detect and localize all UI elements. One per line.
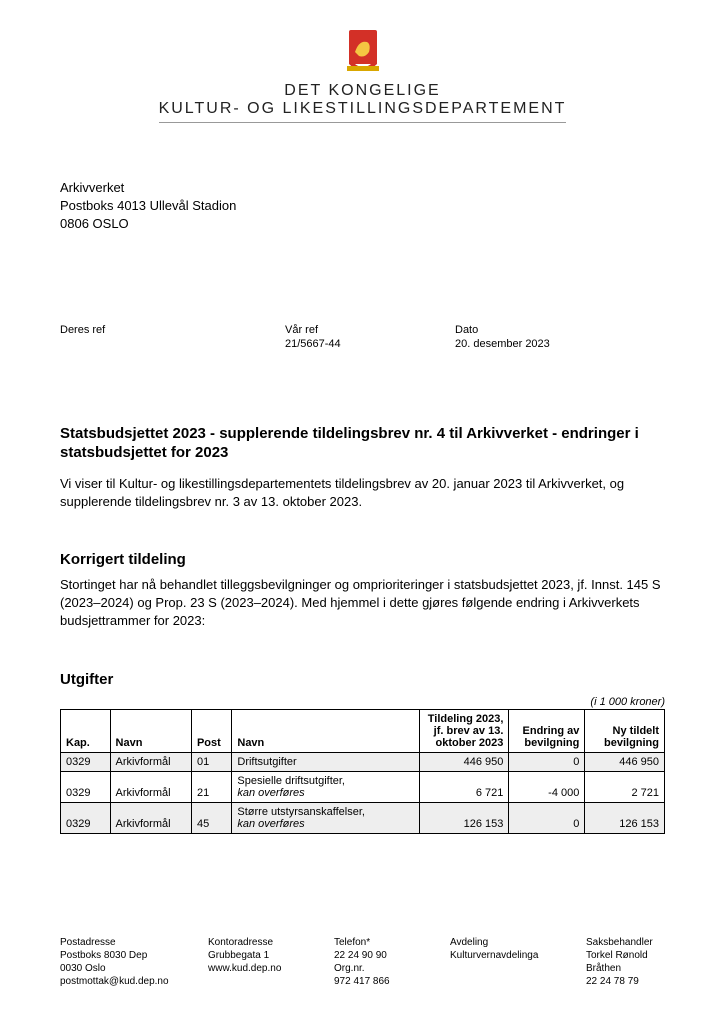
cell-post: 45 (191, 802, 231, 833)
footer: Postadresse Postboks 8030 Dep 0030 Oslo … (60, 936, 665, 988)
section-body: Stortinget har nå behandlet tilleggsbevi… (60, 576, 665, 631)
dato-label: Dato (455, 324, 665, 336)
crest-icon (343, 28, 383, 76)
table-row: 0329Arkivformål21Spesielle driftsutgifte… (61, 771, 665, 802)
budget-table: Kap. Navn Post Navn Tildeling 2023, jf. … (60, 709, 665, 834)
cell-endring: 0 (509, 802, 585, 833)
footer-tel-l1: 22 24 90 90 (334, 949, 424, 962)
cell-endring: -4 000 (509, 771, 585, 802)
cell-kap: 0329 (61, 771, 111, 802)
brand-line-1: DET KONGELIGE (60, 82, 665, 100)
th-navn2: Navn (232, 709, 419, 752)
reference-row: Deres ref Vår ref 21/5667-44 Dato 20. de… (60, 324, 665, 350)
th-ny: Ny tildelt bevilgning (585, 709, 665, 752)
table-unit: (i 1 000 kroner) (60, 696, 665, 708)
brand-line-2: KULTUR- OG LIKESTILLINGSDEPARTEMENT (159, 100, 567, 123)
cell-endring: 0 (509, 752, 585, 771)
footer-saks-l1: Torkel Rønold (586, 949, 653, 962)
footer-saks-h: Saksbehandler (586, 936, 653, 949)
cell-post: 21 (191, 771, 231, 802)
addressee-city: 0806 OSLO (60, 215, 665, 233)
cell-navn1: Arkivformål (110, 752, 191, 771)
letterhead: DET KONGELIGE KULTUR- OG LIKESTILLINGSDE… (60, 28, 665, 123)
addressee-name: Arkivverket (60, 179, 665, 197)
cell-navn2: Større utstyrsanskaffelser,kan overføres (232, 802, 419, 833)
cell-tildeling: 6 721 (419, 771, 509, 802)
footer-tel-h: Telefon* (334, 936, 424, 949)
footer-avd-l1: Kulturvernavdelinga (450, 949, 560, 962)
table-row: 0329Arkivformål01Driftsutgifter446 95004… (61, 752, 665, 771)
cell-navn2: Spesielle driftsutgifter,kan overføres (232, 771, 419, 802)
addressee-block: Arkivverket Postboks 4013 Ullevål Stadio… (60, 179, 665, 234)
footer-kontor-l1: Grubbegata 1 (208, 949, 308, 962)
cell-navn2: Driftsutgifter (232, 752, 419, 771)
addressee-street: Postboks 4013 Ullevål Stadion (60, 197, 665, 215)
footer-post-l3: postmottak@kud.dep.no (60, 975, 182, 988)
table-heading: Utgifter (60, 671, 665, 688)
th-tildeling: Tildeling 2023, jf. brev av 13. oktober … (419, 709, 509, 752)
cell-ny: 2 721 (585, 771, 665, 802)
document-title: Statsbudsjettet 2023 - supplerende tilde… (60, 424, 665, 463)
th-endring: Endring av bevilgning (509, 709, 585, 752)
footer-tel-l2: Org.nr. (334, 962, 424, 975)
section-heading: Korrigert tildeling (60, 551, 665, 568)
var-ref-value: 21/5667-44 (285, 338, 455, 350)
footer-tel-l3: 972 417 866 (334, 975, 424, 988)
footer-kontor-l3: www.kud.dep.no (208, 962, 308, 975)
footer-post-l1: Postboks 8030 Dep (60, 949, 182, 962)
table-row: 0329Arkivformål45Større utstyrsanskaffel… (61, 802, 665, 833)
th-navn1: Navn (110, 709, 191, 752)
intro-paragraph: Vi viser til Kultur- og likestillingsdep… (60, 475, 665, 511)
dato-value: 20. desember 2023 (455, 338, 665, 350)
th-post: Post (191, 709, 231, 752)
footer-post-h: Postadresse (60, 936, 182, 949)
cell-tildeling: 446 950 (419, 752, 509, 771)
cell-ny: 126 153 (585, 802, 665, 833)
th-kap: Kap. (61, 709, 111, 752)
cell-navn1: Arkivformål (110, 771, 191, 802)
deres-ref-label: Deres ref (60, 324, 285, 336)
var-ref-label: Vår ref (285, 324, 455, 336)
footer-post-l2: 0030 Oslo (60, 962, 182, 975)
footer-saks-l2: Bråthen (586, 962, 653, 975)
cell-navn1: Arkivformål (110, 802, 191, 833)
cell-kap: 0329 (61, 802, 111, 833)
cell-ny: 446 950 (585, 752, 665, 771)
cell-post: 01 (191, 752, 231, 771)
cell-kap: 0329 (61, 752, 111, 771)
cell-tildeling: 126 153 (419, 802, 509, 833)
footer-kontor-h: Kontoradresse (208, 936, 308, 949)
footer-saks-l3: 22 24 78 79 (586, 975, 653, 988)
footer-avd-h: Avdeling (450, 936, 560, 949)
